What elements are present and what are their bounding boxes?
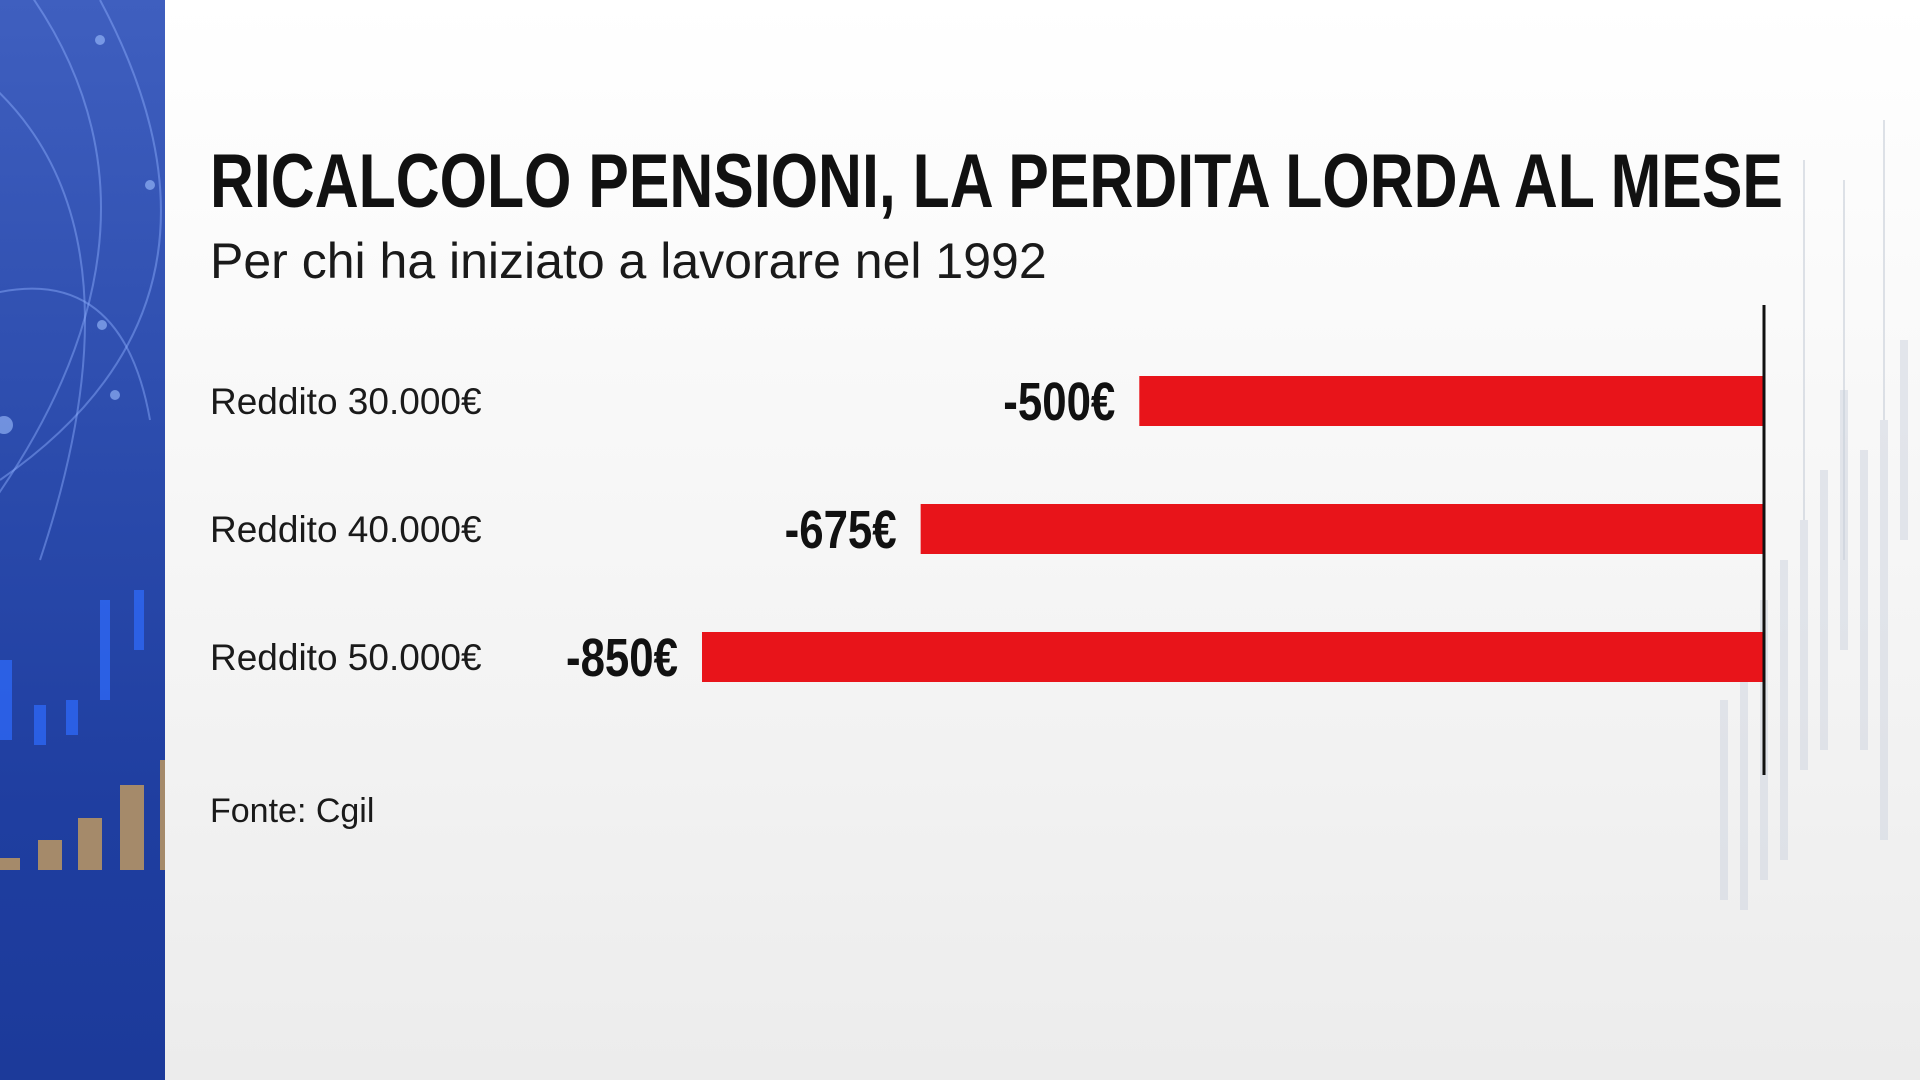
category-label-3: Reddito 50.000€ [210,637,482,678]
bar-2 [920,504,1764,554]
decorative-stock-candles [1720,120,1908,910]
bar-1 [1139,376,1764,426]
value-label-2: -675€ [785,500,897,560]
value-label-1: -500€ [1003,372,1115,432]
side-decorative-panel [0,0,165,1080]
chart-subtitle: Per chi ha iniziato a lavorare nel 1992 [210,233,1047,289]
bars-layer: Reddito 30.000€ -500€ Reddito 40.000€ -675€… [210,372,1764,688]
source-note: Fonte: Cgil [210,792,375,830]
category-label-2: Reddito 40.000€ [210,509,482,550]
bar-3 [702,632,1764,682]
chart-title: RICALCOLO PENSIONI, LA PERDITA LORDA AL … [210,139,1783,224]
decorative-network-graphic [0,0,165,870]
value-label-3: -850€ [566,628,678,688]
category-label-1: Reddito 30.000€ [210,381,482,422]
